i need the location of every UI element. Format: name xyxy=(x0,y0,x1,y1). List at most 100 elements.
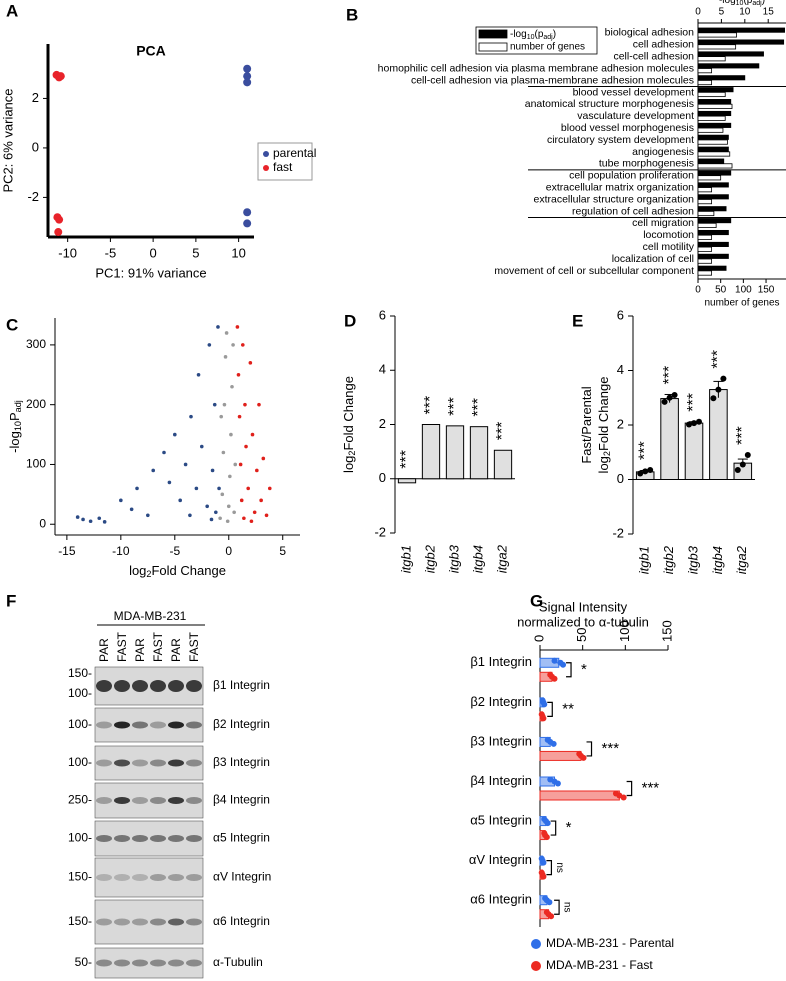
blot-band xyxy=(186,835,202,842)
bar xyxy=(697,99,732,105)
bar xyxy=(697,68,713,74)
bracket xyxy=(547,701,553,717)
data-point xyxy=(548,913,555,920)
y-tick-label: 200 xyxy=(26,397,46,411)
bar xyxy=(697,163,733,169)
x-tick-label: itgb4 xyxy=(470,545,485,573)
point xyxy=(56,72,65,81)
bar xyxy=(697,182,729,188)
y-tick-label: 2 xyxy=(617,416,624,431)
x-tick-label: 0 xyxy=(695,285,701,296)
point xyxy=(173,432,177,437)
protein-label: α-Tubulin xyxy=(213,955,263,969)
panel-letter: D xyxy=(344,311,356,330)
category-label: extracellular structure organization xyxy=(534,193,695,205)
x2-tick-label: 5 xyxy=(719,7,725,18)
x2-tick-label: 0 xyxy=(695,7,701,18)
significance: *** xyxy=(494,422,511,441)
protein-label: β2 Integrin xyxy=(213,717,270,731)
blot-panel xyxy=(94,857,204,898)
bar xyxy=(469,426,489,480)
panel-letter: G xyxy=(530,591,543,610)
label-part: log xyxy=(129,563,146,578)
protein-label: α6 Integrin xyxy=(213,914,270,928)
blot-band xyxy=(114,721,130,729)
significance: *** xyxy=(602,740,620,757)
mw-marker: 150- xyxy=(68,666,92,680)
x-tick-label: 0 xyxy=(225,544,232,558)
point xyxy=(267,486,272,491)
bar xyxy=(697,27,785,33)
y-tick-label: 6 xyxy=(617,307,624,322)
blot-band xyxy=(168,797,184,804)
data-point xyxy=(551,657,558,664)
data-point xyxy=(540,859,547,866)
legend-box xyxy=(257,142,313,181)
point xyxy=(151,468,156,473)
x-tick-label: itgb2 xyxy=(422,544,437,573)
point xyxy=(81,517,85,522)
blot-panel xyxy=(94,899,204,945)
point xyxy=(207,343,212,347)
x-tick-label: itgb4 xyxy=(710,546,725,574)
point xyxy=(243,64,252,73)
bar xyxy=(697,158,725,164)
x-tick-label: itgb3 xyxy=(446,544,461,573)
x-tick-label: -10 xyxy=(58,245,77,260)
category-label: blood vessel morphogenesis xyxy=(561,122,694,134)
point xyxy=(237,414,242,419)
cell-line: MDA-MB-231 xyxy=(114,609,187,623)
bar xyxy=(397,478,417,484)
blot-band xyxy=(132,721,148,729)
mw-marker: 100- xyxy=(68,717,92,731)
x-tick-label: -10 xyxy=(112,544,130,558)
label-part: 2 xyxy=(146,569,151,579)
y-tick-label: 300 xyxy=(26,337,46,351)
point xyxy=(243,72,252,81)
blot-band xyxy=(186,721,202,729)
data-point xyxy=(550,740,557,747)
data-point xyxy=(544,820,551,827)
data-point xyxy=(647,466,654,473)
category-label: cell-cell adhesion via plasma-membrane a… xyxy=(411,74,694,86)
y-axis-label: Fast/Parental xyxy=(579,386,594,463)
x-tick-label: 100 xyxy=(735,285,752,296)
blot-band xyxy=(96,874,112,881)
point xyxy=(252,510,257,515)
point xyxy=(240,343,245,347)
blot-band xyxy=(168,874,184,881)
significance: *** xyxy=(446,397,463,416)
point xyxy=(135,486,139,491)
lane-label: FAST xyxy=(187,631,201,662)
category-label: locomotion xyxy=(643,229,694,241)
label-part: -log xyxy=(510,29,527,40)
lane-label: FAST xyxy=(151,631,165,662)
bar xyxy=(697,175,722,181)
point xyxy=(97,516,102,521)
point xyxy=(188,513,192,518)
y-tick-label: 0 xyxy=(39,516,46,530)
significance: ns xyxy=(561,902,572,913)
blot-panel xyxy=(94,707,204,743)
x-tick-label: itgb1 xyxy=(398,545,413,573)
bar xyxy=(697,246,713,252)
y-tick-label: 4 xyxy=(379,362,386,377)
blot-band xyxy=(168,680,184,692)
blot-band xyxy=(96,721,112,729)
legend-label: number of genes xyxy=(510,42,585,53)
y-tick-label: 4 xyxy=(617,362,624,377)
chart-title: PCA xyxy=(136,43,166,59)
point xyxy=(229,432,233,437)
x-tick-label: itgb2 xyxy=(661,545,676,574)
bar xyxy=(493,449,513,480)
label-part: -log xyxy=(719,0,736,6)
bar xyxy=(697,56,726,62)
label-part: adj xyxy=(13,400,23,412)
data-point xyxy=(710,395,717,402)
category-label: cell population proliferation xyxy=(569,170,694,182)
label-part: -log xyxy=(7,431,22,453)
significance: *** xyxy=(636,441,653,460)
mw-marker: 50- xyxy=(75,955,92,969)
y-tick-label: 0 xyxy=(32,139,39,154)
